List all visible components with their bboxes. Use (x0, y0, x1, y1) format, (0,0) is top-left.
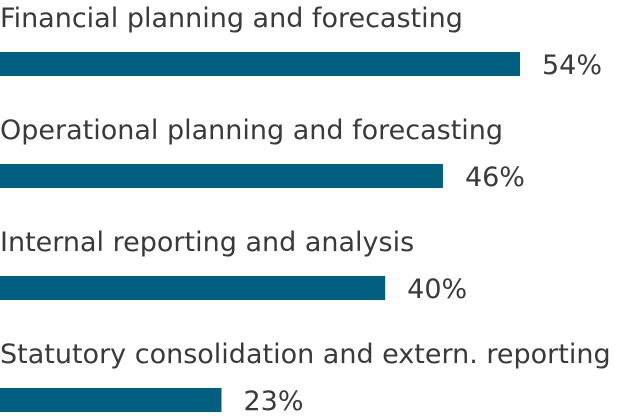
category-label: Financial planning and forecasting (0, 3, 463, 34)
bar (0, 276, 386, 300)
bar (0, 388, 222, 412)
category-label: Internal reporting and analysis (0, 227, 414, 258)
bar (0, 52, 520, 76)
value-label: 46% (465, 162, 525, 193)
value-label: 23% (243, 386, 303, 416)
category-label: Operational planning and forecasting (0, 115, 503, 146)
bar (0, 164, 443, 188)
category-label: Statutory consolidation and extern. repo… (0, 339, 611, 370)
value-label: 54% (542, 50, 602, 81)
value-label: 40% (407, 274, 467, 305)
